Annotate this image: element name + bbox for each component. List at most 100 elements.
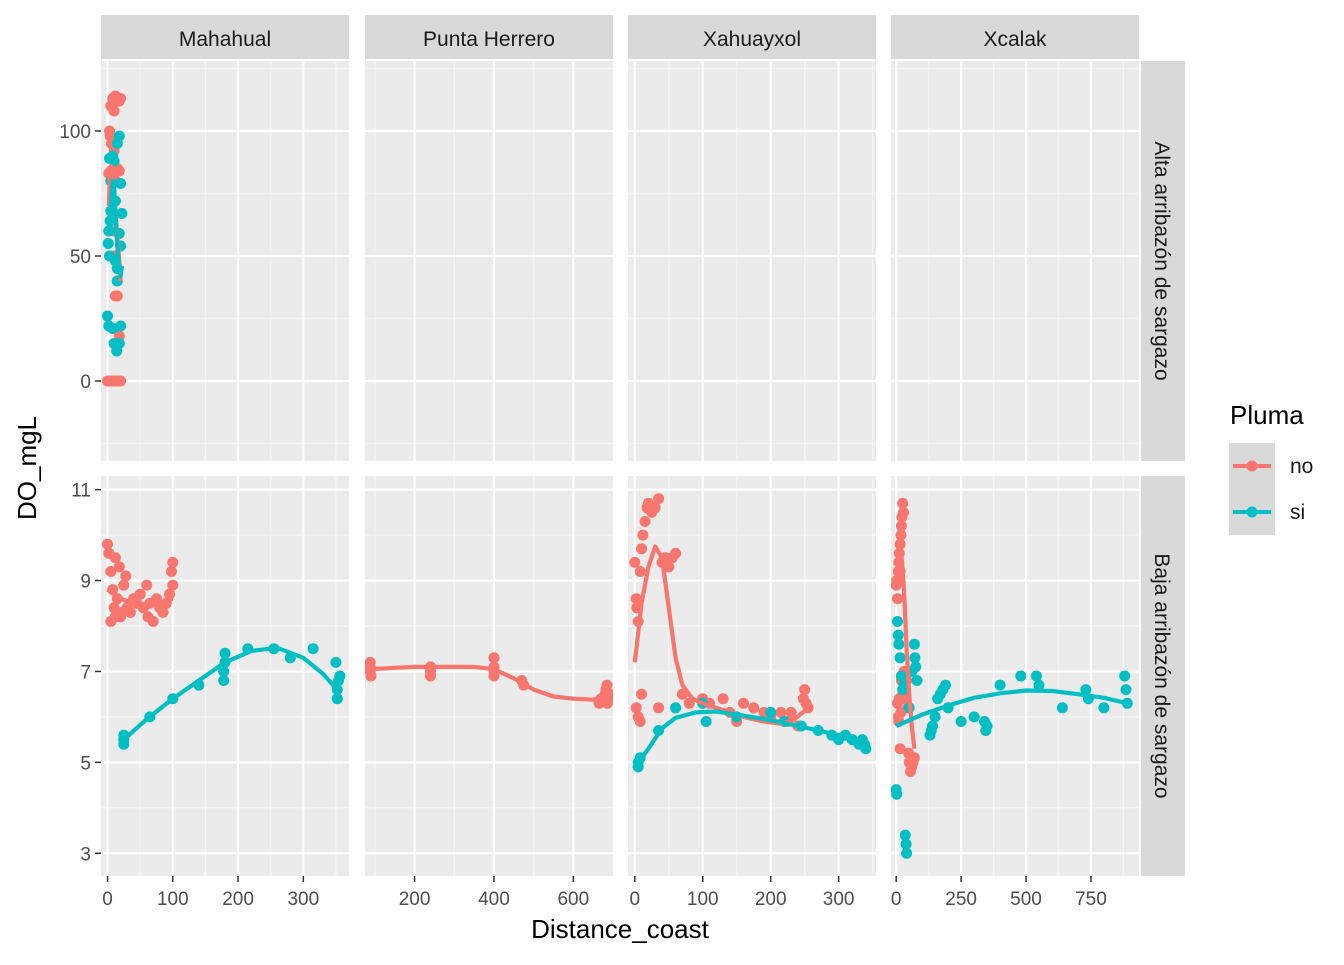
- data-point: [738, 697, 749, 709]
- data-point: [636, 688, 648, 700]
- data-point: [968, 711, 980, 723]
- legend-key-point: [1246, 460, 1258, 472]
- facet-strip-label: Xcalak: [983, 28, 1047, 51]
- panel-background: [891, 476, 1139, 876]
- data-point: [908, 752, 920, 764]
- y-tick-label: 3: [80, 844, 91, 865]
- data-point: [219, 647, 231, 659]
- facet-strip-label: Punta Herrero: [423, 28, 555, 51]
- data-point: [717, 693, 729, 705]
- data-point: [108, 155, 120, 167]
- data-point: [105, 616, 117, 627]
- data-point: [102, 238, 114, 249]
- panel-data-layer: [891, 497, 1133, 859]
- x-tick-label: 200: [399, 889, 431, 910]
- data-point: [1030, 670, 1042, 682]
- data-point: [365, 670, 377, 682]
- smooth-fit-line: [106, 587, 174, 608]
- data-point: [892, 616, 903, 627]
- panel-background: [365, 61, 613, 461]
- facet-strip-column: [628, 15, 876, 59]
- facet-strip-column: [101, 15, 349, 59]
- x-tick-label: 0: [630, 889, 641, 910]
- legend-label: si: [1290, 501, 1305, 524]
- y-tick-label: 11: [71, 481, 91, 502]
- x-tick-label: 200: [755, 889, 787, 910]
- data-point: [166, 566, 177, 577]
- data-point: [425, 670, 436, 682]
- legend-label: no: [1290, 455, 1313, 478]
- facet-strip-row: [1141, 61, 1185, 461]
- legend-key-point: [1246, 506, 1258, 518]
- y-tick-label: 5: [80, 753, 91, 774]
- data-point: [108, 105, 120, 117]
- data-point: [895, 670, 907, 682]
- facet-panel: [891, 476, 1139, 876]
- data-point: [124, 606, 136, 618]
- data-point: [1080, 684, 1092, 696]
- data-point: [218, 666, 230, 677]
- smooth-fit-line: [636, 709, 867, 764]
- data-point: [113, 338, 125, 349]
- facet-panel: [628, 61, 876, 461]
- data-point: [116, 208, 128, 219]
- smooth-fit-line: [122, 645, 341, 742]
- data-point: [102, 310, 113, 322]
- data-point: [775, 706, 787, 718]
- panel-data-layer: [102, 90, 128, 387]
- data-point: [892, 593, 903, 605]
- data-point: [1098, 702, 1110, 714]
- data-point: [908, 638, 920, 650]
- legend: Pluma no si: [1229, 400, 1313, 535]
- data-point: [147, 616, 159, 627]
- facet-strip-column: [365, 15, 613, 59]
- panels-layer: Mahahual Punta Herrero Xahuayxol Xcalak Alta…: [59, 15, 1185, 910]
- data-point: [892, 629, 904, 641]
- data-point: [1119, 670, 1131, 682]
- panel-clipped-group: [365, 652, 613, 709]
- data-point: [601, 679, 613, 691]
- data-point: [111, 290, 123, 302]
- panel-data-layer: [102, 538, 346, 750]
- data-point: [102, 538, 113, 550]
- data-point: [331, 693, 343, 705]
- data-point: [700, 716, 712, 727]
- data-point: [897, 497, 909, 509]
- data-point: [307, 643, 319, 655]
- panel-background: [891, 61, 1139, 461]
- panel-clipped-group: [102, 90, 128, 387]
- x-tick-label: 250: [945, 889, 977, 910]
- data-point: [663, 561, 675, 573]
- data-point: [893, 638, 905, 650]
- smooth-fit-line: [895, 688, 1128, 728]
- data-point: [115, 375, 127, 387]
- data-point: [115, 93, 127, 104]
- facet-strip-label: Mahahual: [179, 28, 271, 51]
- data-point: [649, 502, 661, 514]
- legend-title: Pluma: [1230, 400, 1304, 430]
- data-point: [899, 829, 911, 841]
- x-tick-label: 100: [687, 889, 719, 910]
- data-point: [911, 675, 923, 686]
- data-point: [1056, 702, 1068, 714]
- facet-panel: [101, 61, 349, 461]
- data-point: [141, 579, 153, 591]
- x-tick-label: 500: [1010, 889, 1042, 910]
- data-point: [120, 570, 132, 582]
- x-axis-title: Distance_coast: [531, 914, 710, 944]
- panel-clipped-group: [891, 497, 1133, 859]
- facet-panel: [628, 476, 876, 876]
- data-point: [218, 675, 230, 686]
- panel-data-layer: [629, 493, 872, 773]
- data-point: [895, 529, 907, 541]
- data-point: [910, 661, 922, 673]
- data-point: [898, 506, 909, 518]
- panel-clipped-group: [629, 493, 872, 773]
- facet-strip-label: Baja arribazón de sargazo: [1150, 553, 1173, 798]
- x-tick-label: 0: [891, 889, 902, 910]
- facet-panel: [891, 61, 1139, 461]
- x-tick-label: 300: [823, 889, 855, 910]
- x-tick-label: 600: [557, 889, 589, 910]
- facet-panel: [101, 476, 349, 876]
